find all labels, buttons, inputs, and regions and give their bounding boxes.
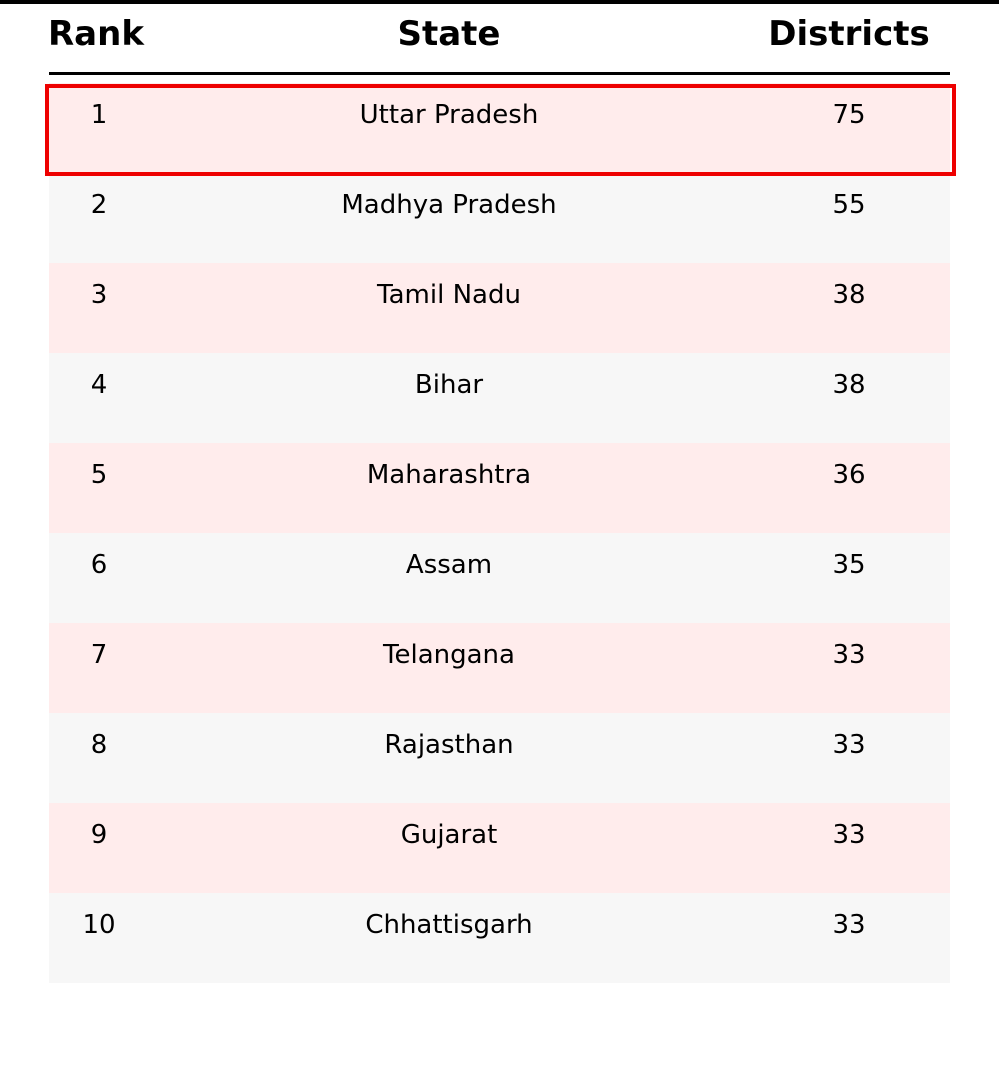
table-row: 2 Madhya Pradesh 55 [49, 173, 950, 263]
districts-cell: 33 [832, 820, 866, 850]
rank-cell: 3 [90, 280, 108, 310]
state-cell: Tamil Nadu [377, 280, 521, 310]
state-cell: Rajasthan [384, 730, 514, 760]
state-cell: Assam [405, 550, 493, 580]
rank-cell: 5 [90, 460, 108, 490]
districts-cell: 55 [832, 190, 866, 220]
state-cell: Madhya Pradesh [341, 190, 557, 220]
table-row: 4 Bihar 38 [49, 353, 950, 443]
state-cell: Telangana [383, 640, 515, 670]
header-rule [49, 72, 950, 75]
table-body: 1 Uttar Pradesh 75 2 Madhya Pradesh 55 3 Tamil … [49, 83, 950, 983]
rank-cell: 9 [90, 820, 108, 850]
table-row: 3 Tamil Nadu 38 [49, 263, 950, 353]
top-rule [0, 0, 999, 4]
table-row: 1 Uttar Pradesh 75 [49, 83, 950, 173]
table-row: 10 Chhattisgarh 33 [49, 893, 950, 983]
rank-cell: 4 [90, 370, 108, 400]
rank-cell: 7 [90, 640, 108, 670]
rank-cell: 2 [90, 190, 108, 220]
districts-cell: 33 [832, 640, 866, 670]
districts-cell: 33 [832, 730, 866, 760]
table-row: 7 Telangana 33 [49, 623, 950, 713]
state-cell: Maharashtra [366, 460, 532, 490]
districts-cell: 38 [832, 370, 866, 400]
rank-cell: 8 [90, 730, 108, 760]
districts-cell: 35 [832, 550, 866, 580]
header-rank: Rank [48, 14, 144, 54]
rank-cell: 1 [90, 100, 108, 130]
table-row: 8 Rajasthan 33 [49, 713, 950, 803]
state-cell: Chhattisgarh [365, 910, 533, 940]
header-districts: Districts [768, 14, 930, 54]
districts-cell: 75 [832, 100, 866, 130]
rank-cell: 10 [82, 910, 116, 940]
table-row: 9 Gujarat 33 [49, 803, 950, 893]
state-cell: Gujarat [400, 820, 498, 850]
header-state: State [397, 14, 501, 54]
state-cell: Uttar Pradesh [359, 100, 539, 130]
districts-cell: 38 [832, 280, 866, 310]
rank-cell: 6 [90, 550, 108, 580]
state-cell: Bihar [414, 370, 484, 400]
districts-cell: 33 [832, 910, 866, 940]
districts-cell: 36 [832, 460, 866, 490]
table-row: 6 Assam 35 [49, 533, 950, 623]
table-row: 5 Maharashtra 36 [49, 443, 950, 533]
